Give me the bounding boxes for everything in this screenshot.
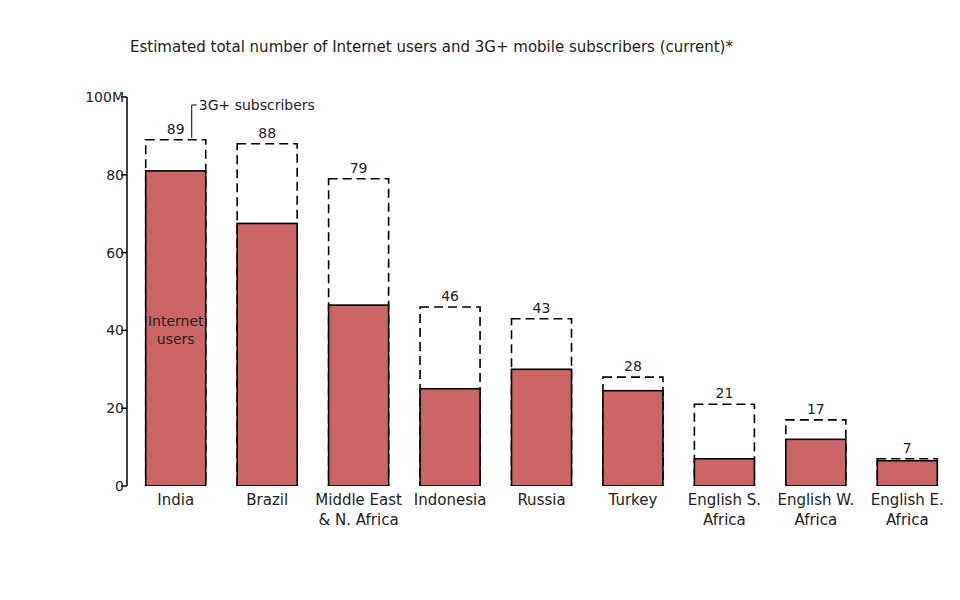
bar bbox=[237, 223, 297, 486]
x-tick-label: English E.Africa bbox=[871, 491, 944, 529]
bar bbox=[512, 369, 572, 486]
bar bbox=[603, 377, 663, 486]
data-label: 7 bbox=[903, 440, 912, 456]
data-label: 89 bbox=[167, 121, 185, 137]
bar bbox=[237, 144, 297, 486]
chart: Estimated total number of Internet users… bbox=[0, 0, 960, 600]
x-tick-label: Middle East& N. Africa bbox=[315, 491, 402, 529]
labels: 89 88 79 46 43 28 21 17 7 Internetusers 3G+ subscr… bbox=[148, 97, 912, 456]
title: Estimated total number of Internet users… bbox=[130, 38, 733, 56]
x-tick-label: English S.Africa bbox=[688, 491, 761, 529]
x-tick-label: English W.Africa bbox=[777, 491, 854, 529]
legend-label: Internetusers bbox=[148, 313, 204, 347]
data-label: 79 bbox=[350, 160, 368, 176]
y-tick-label: 60 bbox=[106, 245, 124, 261]
bar bbox=[786, 420, 846, 486]
data-label: 28 bbox=[624, 358, 642, 374]
x-tick-label: India bbox=[157, 491, 194, 509]
y-axis-line bbox=[126, 97, 128, 486]
y-tick-label: 20 bbox=[106, 400, 124, 416]
bar bbox=[329, 305, 389, 486]
annotation-bracket bbox=[192, 105, 197, 138]
marks bbox=[146, 140, 938, 486]
bar bbox=[877, 459, 937, 486]
y-tick-label: 0 bbox=[115, 478, 124, 494]
y-tick-label: 100M bbox=[85, 89, 124, 105]
bar bbox=[146, 171, 206, 486]
background bbox=[0, 0, 960, 600]
x-tick-label: Russia bbox=[517, 491, 565, 509]
data-label: 17 bbox=[807, 401, 825, 417]
x-tick-label: Indonesia bbox=[414, 491, 487, 509]
data-label: 21 bbox=[715, 385, 733, 401]
bar bbox=[694, 404, 754, 486]
x-tick-label: Brazil bbox=[246, 491, 288, 509]
data-label: 46 bbox=[441, 288, 459, 304]
bar bbox=[786, 439, 846, 486]
legend-label: 3G+ subscribers bbox=[199, 97, 315, 113]
x-tick-label: Turkey bbox=[608, 491, 658, 509]
bar bbox=[512, 319, 572, 486]
y-tick-label: 80 bbox=[106, 167, 124, 183]
data-label: 43 bbox=[533, 300, 551, 316]
bar bbox=[420, 389, 480, 486]
bar bbox=[694, 459, 754, 486]
bar bbox=[420, 307, 480, 486]
bar bbox=[146, 140, 206, 486]
data-label: 88 bbox=[258, 125, 276, 141]
bar bbox=[329, 179, 389, 486]
bar bbox=[877, 461, 937, 486]
bar bbox=[603, 391, 663, 486]
y-tick-label: 40 bbox=[106, 322, 124, 338]
